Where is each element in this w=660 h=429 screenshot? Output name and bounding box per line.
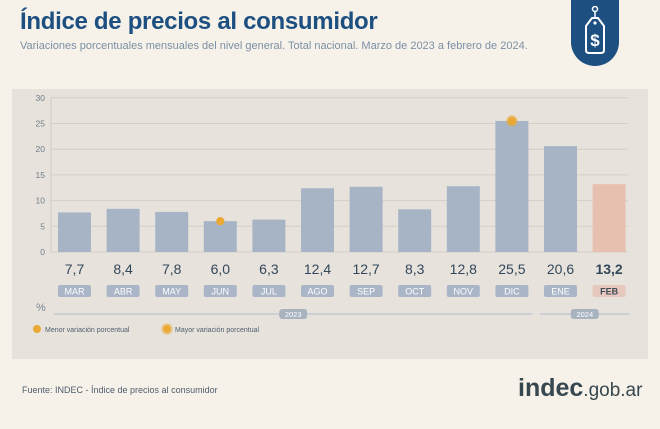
month-box	[106, 285, 140, 297]
legend-max-label: Mayor variación porcentual	[175, 327, 259, 334]
y-tick-label: 5	[40, 221, 45, 231]
x-tick-label: AGO	[307, 287, 327, 297]
bar	[155, 211, 189, 252]
month-box	[252, 285, 286, 297]
bar	[203, 221, 237, 252]
brand-logo[interactable]: indec.gob.ar	[518, 376, 642, 401]
value-label: 12,7	[352, 261, 379, 277]
page-subtitle: Variaciones porcentuales mensuales del n…	[20, 40, 528, 52]
x-tick-label: JUL	[261, 287, 277, 297]
year-pill	[570, 309, 599, 319]
value-label: 7,8	[162, 261, 182, 277]
month-box	[58, 285, 91, 297]
x-tick-label: FEB	[600, 287, 619, 297]
value-label: 12,8	[450, 261, 477, 277]
bar	[398, 209, 432, 252]
bar	[106, 208, 140, 252]
legend-min-marker	[33, 325, 41, 333]
month-box	[544, 285, 577, 297]
y-tick-label: 15	[36, 170, 46, 180]
bar	[301, 188, 334, 252]
month-box	[203, 285, 237, 297]
legend-max-marker	[163, 325, 171, 333]
x-tick-label: OCT	[405, 287, 425, 297]
x-tick-label: MAY	[162, 287, 181, 297]
y-tick-label: 25	[36, 119, 46, 129]
x-tick-label: SEP	[357, 287, 375, 297]
bar	[349, 186, 383, 252]
legend-min-label: Menor variación porcentual	[45, 327, 130, 334]
x-tick-label: ABR	[114, 287, 133, 297]
value-label: 13,2	[595, 261, 622, 277]
value-label: 7,7	[65, 261, 85, 277]
svg-text:$: $	[590, 31, 600, 50]
month-box	[398, 285, 432, 297]
year-label: 2024	[576, 310, 593, 319]
max-marker	[507, 116, 517, 126]
month-box	[155, 285, 189, 297]
value-label: 8,3	[405, 261, 425, 277]
source-note: Fuente: INDEC - Índice de precios al con…	[22, 385, 218, 395]
value-label: 8,4	[113, 261, 133, 277]
value-label: 25,5	[498, 261, 525, 277]
x-tick-label: NOV	[454, 287, 474, 297]
y-tick-label: 10	[36, 196, 46, 206]
month-box	[495, 285, 529, 297]
value-label: 12,4	[304, 261, 331, 277]
brand-main: indec	[518, 374, 584, 402]
bar	[544, 146, 577, 252]
month-box	[592, 285, 626, 297]
x-tick-label: MAR	[65, 287, 86, 297]
month-box	[301, 285, 334, 297]
month-box	[446, 285, 480, 297]
chart-panel: 0 5 10 15 20 25 30 7,7 MAR 8,4 ABR 7,8 MAY 6,0 JUN 6,3 J…	[12, 89, 648, 359]
min-marker	[216, 216, 225, 226]
month-box	[349, 285, 383, 297]
legend-max-ring	[161, 323, 173, 335]
year-label: 2023	[285, 310, 302, 319]
bar	[495, 120, 529, 253]
max-marker-ring	[506, 115, 518, 127]
price-tag-badge: $	[571, 0, 619, 66]
value-label: 6,3	[259, 261, 279, 277]
y-axis-unit: %	[36, 302, 46, 314]
page-title: Índice de precios al consumidor	[20, 8, 378, 35]
bar	[58, 212, 91, 252]
bar	[592, 184, 626, 252]
brand-suffix: .gob.ar	[583, 380, 643, 401]
value-label: 6,0	[211, 261, 231, 277]
x-tick-label: ENE	[551, 287, 570, 297]
year-pill	[279, 309, 308, 319]
x-tick-label: DIC	[504, 287, 520, 297]
value-label: 20,6	[547, 261, 574, 277]
bar	[446, 186, 480, 252]
y-tick-label: 30	[36, 93, 46, 103]
y-tick-label: 20	[36, 144, 46, 154]
x-tick-label: JUN	[212, 287, 230, 297]
y-tick-label: 0	[40, 247, 45, 257]
bar-chart: 0 5 10 15 20 25 30 7,7 MAR 8,4 ABR 7,8 MAY 6,0 JUN 6,3 J…	[33, 93, 630, 335]
price-tag-dollar-icon: $	[585, 6, 605, 54]
bar	[252, 219, 286, 252]
